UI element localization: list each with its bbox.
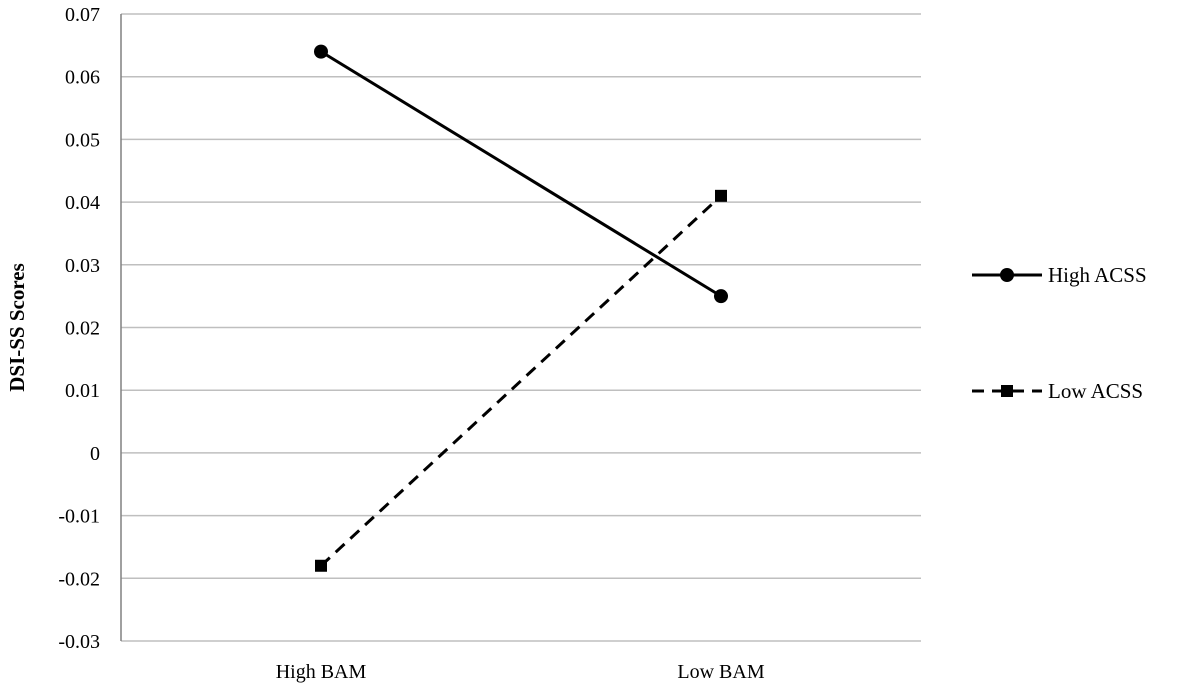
legend-label: High ACSS <box>1048 263 1147 287</box>
legend-item: Low ACSS <box>972 379 1143 403</box>
x-tick-labels: High BAM Low BAM <box>276 661 765 683</box>
y-tick-label: -0.03 <box>58 631 100 653</box>
y-tick-label: 0 <box>90 443 100 465</box>
legend-marker <box>1000 268 1014 282</box>
y-tick-label: -0.02 <box>58 568 100 590</box>
series-line <box>320 50 722 298</box>
series-line <box>319 194 723 567</box>
data-point <box>314 44 328 59</box>
y-tick-label: 0.05 <box>65 129 100 151</box>
legend-marker <box>1001 385 1013 397</box>
y-tick-label: 0.03 <box>65 255 100 277</box>
y-tick-labels: -0.03 -0.02 -0.01 0 0.01 0.02 0.03 0.04 0.05 0.06… <box>58 4 100 653</box>
x-tick-label: Low BAM <box>677 661 764 683</box>
legend-item: High ACSS <box>972 263 1147 287</box>
data-point <box>714 289 728 304</box>
data-point <box>315 559 327 572</box>
legend-label: Low ACSS <box>1048 379 1143 403</box>
legend: High ACSS Low ACSS <box>972 263 1147 403</box>
x-tick-label: High BAM <box>276 661 367 683</box>
y-tick-label: 0.02 <box>65 318 100 340</box>
y-tick-label: 0.04 <box>65 192 100 214</box>
gridlines <box>121 13 921 642</box>
data-point <box>715 189 727 202</box>
y-axis-title: DSI-SS Scores <box>5 263 29 392</box>
series-1 <box>315 189 727 572</box>
series-group <box>314 44 728 572</box>
y-tick-label: 0.07 <box>65 4 100 26</box>
y-tick-label: 0.01 <box>65 380 100 402</box>
y-tick-label: 0.06 <box>65 67 100 89</box>
series-0 <box>314 44 728 304</box>
y-tick-label: -0.01 <box>58 506 100 528</box>
